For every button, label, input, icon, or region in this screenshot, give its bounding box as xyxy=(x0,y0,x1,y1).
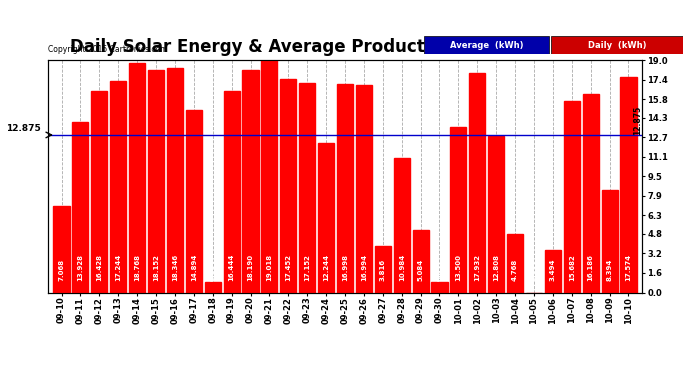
Bar xyxy=(280,79,296,292)
Text: 8.394: 8.394 xyxy=(607,259,613,282)
Text: 0.832: 0.832 xyxy=(437,260,442,282)
Bar xyxy=(91,92,108,292)
Bar xyxy=(242,70,259,292)
Bar xyxy=(129,63,145,292)
Text: 16.186: 16.186 xyxy=(588,255,593,282)
Text: 17.244: 17.244 xyxy=(115,254,121,282)
Bar xyxy=(205,282,221,292)
Text: 4.768: 4.768 xyxy=(512,259,518,282)
Text: 12.808: 12.808 xyxy=(493,255,499,282)
Text: 3.494: 3.494 xyxy=(550,259,556,282)
Bar xyxy=(224,91,239,292)
Bar xyxy=(54,206,70,292)
Text: 16.428: 16.428 xyxy=(97,255,102,282)
Text: 17.574: 17.574 xyxy=(625,254,631,282)
Text: 0.000: 0.000 xyxy=(531,259,537,282)
Text: 13.928: 13.928 xyxy=(77,255,83,282)
Text: Daily  (kWh): Daily (kWh) xyxy=(588,41,647,50)
Text: 15.682: 15.682 xyxy=(569,255,575,282)
Bar xyxy=(375,246,391,292)
Text: 3.816: 3.816 xyxy=(380,260,386,282)
Text: 16.994: 16.994 xyxy=(361,254,367,282)
Text: 18.190: 18.190 xyxy=(248,254,253,282)
Text: 13.500: 13.500 xyxy=(455,255,462,282)
Text: 5.084: 5.084 xyxy=(417,259,424,282)
Bar xyxy=(394,158,410,292)
Text: 17.932: 17.932 xyxy=(474,255,480,282)
Bar xyxy=(507,234,523,292)
Bar xyxy=(356,84,372,292)
Bar xyxy=(186,110,202,292)
Bar xyxy=(488,136,504,292)
Bar xyxy=(551,36,683,54)
Bar xyxy=(564,100,580,292)
Bar xyxy=(424,36,549,54)
Text: 12.875: 12.875 xyxy=(6,124,41,133)
Text: 18.152: 18.152 xyxy=(153,255,159,282)
Text: 7.068: 7.068 xyxy=(59,260,65,282)
Bar xyxy=(582,94,599,292)
Title: Daily Solar Energy & Average Production Sun Oct 11 18:16: Daily Solar Energy & Average Production … xyxy=(70,38,620,56)
Bar xyxy=(620,78,636,292)
Text: 18.768: 18.768 xyxy=(134,255,140,282)
Text: 12.875: 12.875 xyxy=(633,106,642,135)
Bar xyxy=(318,142,334,292)
Bar xyxy=(148,70,164,292)
Bar xyxy=(545,250,561,292)
Text: 17.452: 17.452 xyxy=(285,255,291,282)
Bar xyxy=(431,282,448,292)
Text: 0.884: 0.884 xyxy=(210,259,216,282)
Bar xyxy=(337,84,353,292)
Bar xyxy=(602,190,618,292)
Text: 16.998: 16.998 xyxy=(342,255,348,282)
Text: 19.018: 19.018 xyxy=(266,254,273,282)
Text: 16.444: 16.444 xyxy=(228,254,235,282)
Text: 10.984: 10.984 xyxy=(399,254,405,282)
Text: 18.346: 18.346 xyxy=(172,254,178,282)
Bar xyxy=(451,127,466,292)
Bar xyxy=(110,81,126,292)
Bar xyxy=(469,73,485,292)
Bar xyxy=(72,122,88,292)
Bar xyxy=(299,82,315,292)
Text: Average  (kWh): Average (kWh) xyxy=(450,41,523,50)
Bar xyxy=(167,68,183,292)
Text: 12.244: 12.244 xyxy=(323,254,329,282)
Text: 17.152: 17.152 xyxy=(304,255,310,282)
Bar xyxy=(413,230,428,292)
Text: 14.894: 14.894 xyxy=(191,254,197,282)
Text: Copyright 2015 Cartronics.com: Copyright 2015 Cartronics.com xyxy=(48,45,168,54)
Bar xyxy=(262,60,277,292)
